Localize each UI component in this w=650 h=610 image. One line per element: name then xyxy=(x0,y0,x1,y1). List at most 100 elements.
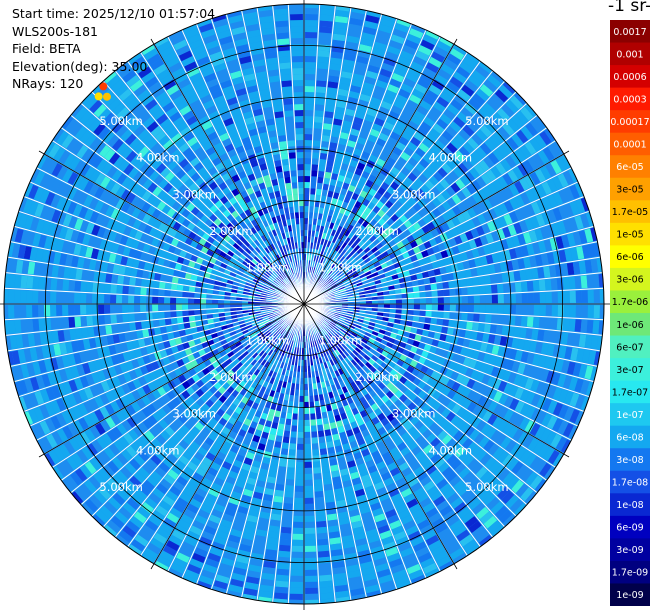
range-gate xyxy=(110,515,125,529)
range-gate xyxy=(230,528,242,538)
range-gate xyxy=(110,195,120,207)
range-gate xyxy=(257,371,264,379)
range-gate xyxy=(88,398,99,411)
range-gate xyxy=(262,380,269,388)
range-gate xyxy=(519,449,532,463)
range-gate xyxy=(329,352,335,360)
range-gate xyxy=(214,259,222,267)
range-gate xyxy=(171,254,179,263)
range-gate xyxy=(63,440,76,455)
range-gate xyxy=(304,200,309,207)
range-gate xyxy=(539,292,546,304)
range-gate xyxy=(476,332,484,342)
range-gate xyxy=(370,403,379,412)
range-gate xyxy=(239,388,247,396)
range-gate xyxy=(472,93,486,106)
range-gate xyxy=(245,321,252,326)
range-gate xyxy=(371,450,381,459)
range-gate xyxy=(142,463,154,475)
range-gate xyxy=(356,437,366,446)
range-gate xyxy=(343,114,354,123)
range-gate xyxy=(184,237,193,246)
range-gate xyxy=(423,344,432,352)
range-gate xyxy=(399,214,408,223)
range-gate xyxy=(308,377,312,384)
range-gate xyxy=(260,412,268,420)
range-gate xyxy=(361,212,369,220)
range-gate xyxy=(286,318,292,325)
range-gate xyxy=(192,268,200,276)
range-gate xyxy=(458,270,466,279)
range-gate xyxy=(138,484,151,497)
range-gate xyxy=(347,337,354,343)
range-gate xyxy=(315,98,325,105)
range-gate xyxy=(312,152,320,159)
range-gate xyxy=(334,15,349,24)
range-gate xyxy=(388,317,395,323)
range-gate xyxy=(449,121,462,133)
range-gate xyxy=(329,271,335,277)
range-gate xyxy=(342,324,349,329)
range-gate xyxy=(411,152,422,163)
range-gate xyxy=(219,563,233,573)
range-gate xyxy=(296,461,304,468)
range-gate xyxy=(137,506,151,519)
range-gate xyxy=(38,360,47,374)
range-gate xyxy=(274,586,288,594)
range-gate xyxy=(572,231,582,246)
range-gate xyxy=(341,359,348,366)
range-gate xyxy=(143,262,152,271)
range-gate xyxy=(105,273,113,283)
range-gate xyxy=(218,377,226,386)
range-gate xyxy=(190,426,201,436)
range-gate xyxy=(318,44,331,52)
range-gate xyxy=(201,427,211,437)
range-gate xyxy=(339,517,350,526)
range-gate xyxy=(118,530,133,543)
range-gate xyxy=(463,454,475,466)
range-gate xyxy=(413,110,426,121)
range-gate xyxy=(351,373,358,381)
range-gate xyxy=(263,493,273,502)
range-gate xyxy=(364,393,372,401)
range-gate xyxy=(152,296,159,304)
range-gate xyxy=(334,112,344,120)
range-gate xyxy=(71,255,79,268)
range-gate xyxy=(466,413,477,425)
range-gate xyxy=(558,189,569,204)
range-gate xyxy=(203,254,212,262)
ray-separator xyxy=(303,303,506,528)
range-gate xyxy=(151,361,160,371)
range-gate xyxy=(240,276,248,282)
range-gate xyxy=(445,334,453,343)
range-gate xyxy=(497,126,510,140)
range-gate xyxy=(206,304,213,309)
range-gate xyxy=(547,143,560,158)
range-gate xyxy=(290,581,303,588)
ray-separator xyxy=(303,303,427,579)
range-gate xyxy=(363,267,370,273)
range-gate xyxy=(94,395,104,408)
range-gate xyxy=(405,72,419,83)
range-gate xyxy=(373,386,382,394)
range-gate xyxy=(485,169,497,182)
range-gate xyxy=(212,290,219,295)
range-gate xyxy=(359,203,367,212)
range-gate xyxy=(349,159,358,168)
range-gate xyxy=(261,292,268,296)
range-gate xyxy=(379,152,389,162)
range-gate xyxy=(420,72,434,84)
range-gate xyxy=(387,462,398,472)
range-gate xyxy=(390,204,399,214)
range-gate xyxy=(218,312,225,318)
range-gate xyxy=(318,357,323,364)
range-gate xyxy=(488,443,500,456)
range-gate xyxy=(224,455,235,465)
range-gate xyxy=(324,398,331,406)
range-gate xyxy=(239,543,252,553)
range-gate xyxy=(434,522,448,534)
range-gate xyxy=(468,497,482,510)
range-gate xyxy=(498,509,513,524)
range-gate xyxy=(277,472,286,479)
range-gate xyxy=(408,157,418,167)
